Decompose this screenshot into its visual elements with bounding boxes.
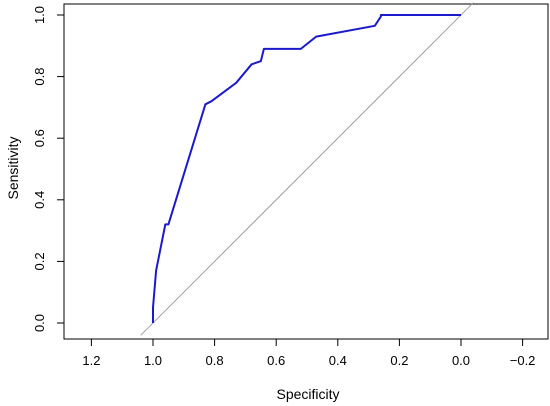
y-tick-label: 1.0 [32,6,47,24]
x-tick-label: 0.0 [452,353,470,368]
x-tick-label: 0.4 [329,353,347,368]
x-tick-label: −0.2 [510,353,536,368]
x-tick-label: 1.0 [144,353,162,368]
y-tick-label: 0.2 [32,252,47,270]
x-axis-label: Specificity [276,386,339,402]
x-tick-label: 0.6 [267,353,285,368]
y-tick-label: 0.0 [32,314,47,332]
x-axis: 1.2 1.0 0.8 0.6 0.4 0.2 0.0 −0.2 [82,339,535,368]
series-layer [152,14,461,323]
reference-diagonal [140,2,474,336]
plot-box [63,3,549,340]
x-tick-label: 0.8 [206,353,224,368]
y-tick-label: 0.4 [32,191,47,209]
y-tick-label: 0.8 [32,68,47,86]
x-tick-label: 1.2 [82,353,100,368]
y-tick-label: 0.6 [32,129,47,147]
y-axis-label: Sensitivity [5,136,21,199]
x-tick-label: 0.2 [390,353,408,368]
y-axis: 0.0 0.2 0.4 0.6 0.8 1.0 [32,6,64,332]
roc-curve-line [152,14,461,323]
